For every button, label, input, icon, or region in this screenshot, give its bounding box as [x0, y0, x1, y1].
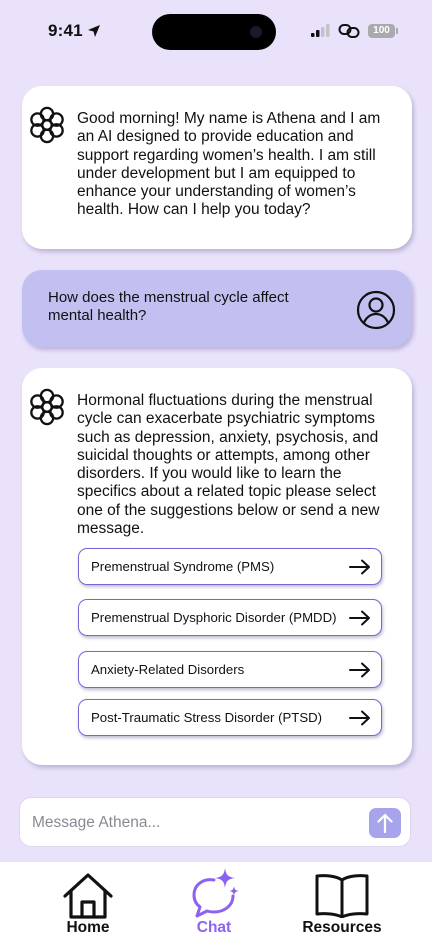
suggestion-pmdd-button[interactable]: Premenstrual Dysphoric Disorder (PMDD): [78, 599, 382, 636]
status-bar: 9:41 100: [0, 0, 432, 62]
message-composer: [19, 797, 411, 847]
tab-resources-label: Resources: [302, 919, 382, 936]
link-icon: [338, 24, 360, 38]
home-icon: [63, 873, 113, 919]
tab-home[interactable]: Home: [33, 862, 143, 946]
book-icon: [315, 874, 369, 918]
user-message: How does the menstrual cycle affect ment…: [22, 270, 412, 347]
tab-bar: Home Chat Resources: [0, 862, 432, 946]
tab-chat-label: Chat: [196, 919, 232, 936]
battery-icon: 100: [368, 24, 398, 38]
tab-chat[interactable]: Chat: [159, 862, 269, 946]
arrow-right-icon: [349, 559, 370, 574]
bot-message-text: Hormonal fluctuations during the menstru…: [77, 392, 380, 538]
suggestion-label: Post-Traumatic Stress Disorder (PTSD): [91, 710, 323, 725]
user-message-text: How does the menstrual cycle affect ment…: [48, 289, 289, 324]
suggestion-label: Anxiety-Related Disorders: [91, 662, 245, 677]
arrow-right-icon: [349, 610, 370, 625]
location-arrow-icon: [88, 25, 100, 37]
send-button[interactable]: [369, 808, 401, 838]
flower-icon: [30, 388, 64, 426]
chat-sparkle-icon: [192, 868, 239, 918]
tab-resources[interactable]: Resources: [287, 862, 397, 946]
bot-message-text: Good morning! My name is Athena and I am…: [77, 110, 381, 219]
suggestion-label: Premenstrual Dysphoric Disorder (PMDD): [91, 610, 337, 625]
arrow-right-icon: [349, 662, 370, 677]
flower-icon: [30, 106, 64, 144]
arrow-right-icon: [349, 710, 370, 725]
suggestion-pms-button[interactable]: Premenstrual Syndrome (PMS): [78, 548, 382, 585]
suggestion-ptsd-button[interactable]: Post-Traumatic Stress Disorder (PTSD): [78, 699, 382, 736]
arrow-up-icon: [377, 813, 393, 833]
signal-icon: [311, 24, 330, 37]
suggestion-anxiety-button[interactable]: Anxiety-Related Disorders: [78, 651, 382, 688]
tab-home-label: Home: [66, 919, 110, 936]
status-time: 9:41: [48, 21, 83, 40]
bot-message-answer: Hormonal fluctuations during the menstru…: [22, 368, 412, 765]
user-avatar-icon: [356, 290, 396, 330]
suggestion-label: Premenstrual Syndrome (PMS): [91, 559, 275, 574]
camera-icon: [250, 26, 262, 38]
message-input[interactable]: [32, 810, 352, 836]
bot-message-greeting: Good morning! My name is Athena and I am…: [22, 86, 412, 249]
dynamic-island: [152, 14, 276, 50]
